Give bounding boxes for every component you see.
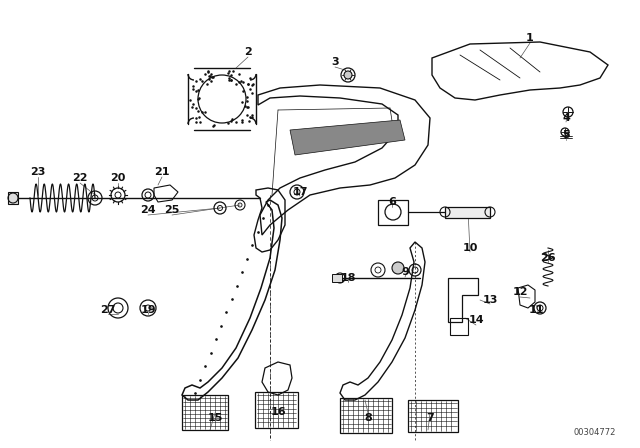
- Text: 18: 18: [340, 273, 356, 283]
- Text: 14: 14: [468, 315, 484, 325]
- Text: 1: 1: [526, 33, 534, 43]
- Text: 00304772: 00304772: [574, 427, 616, 436]
- Text: 19: 19: [140, 305, 156, 315]
- Text: 22: 22: [72, 173, 88, 183]
- Text: 5: 5: [562, 130, 570, 140]
- Text: 23: 23: [30, 167, 45, 177]
- Text: 11: 11: [528, 305, 544, 315]
- Polygon shape: [290, 120, 405, 155]
- Text: 17: 17: [292, 187, 308, 197]
- Text: 21: 21: [154, 167, 170, 177]
- Text: 4: 4: [562, 113, 570, 123]
- Circle shape: [344, 71, 352, 79]
- Circle shape: [392, 262, 404, 274]
- Polygon shape: [445, 207, 490, 218]
- Text: 8: 8: [364, 413, 372, 423]
- Polygon shape: [332, 274, 342, 282]
- Text: 20: 20: [110, 173, 125, 183]
- Text: 16: 16: [270, 407, 286, 417]
- Polygon shape: [8, 192, 18, 204]
- Text: 9: 9: [401, 267, 409, 277]
- Text: 2: 2: [244, 47, 252, 57]
- Text: 3: 3: [331, 57, 339, 67]
- Text: 13: 13: [483, 295, 498, 305]
- Text: 10: 10: [462, 243, 477, 253]
- Text: 6: 6: [388, 197, 396, 207]
- Text: 15: 15: [207, 413, 223, 423]
- Text: 25: 25: [164, 205, 180, 215]
- Text: 24: 24: [140, 205, 156, 215]
- Text: 26: 26: [540, 253, 556, 263]
- Text: 27: 27: [100, 305, 116, 315]
- Text: 12: 12: [512, 287, 528, 297]
- Text: 7: 7: [426, 413, 434, 423]
